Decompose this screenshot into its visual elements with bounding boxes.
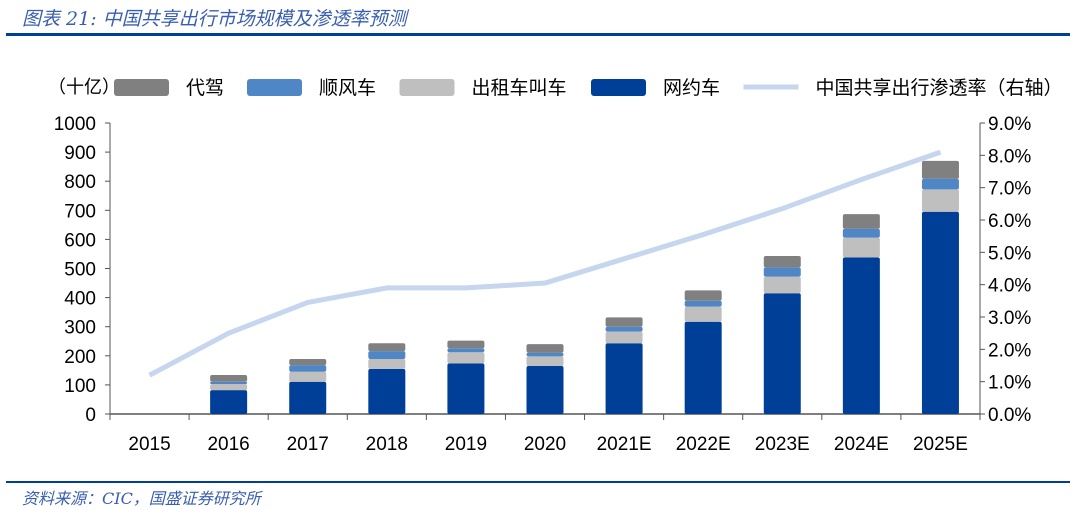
x-tick-label: 2018 bbox=[366, 434, 408, 455]
bar-网约车 bbox=[368, 368, 406, 414]
x-tick-label: 2024E bbox=[834, 434, 889, 455]
left-tick-label: 600 bbox=[64, 230, 96, 251]
bar-网约车 bbox=[684, 321, 722, 414]
bar-代驾 bbox=[368, 343, 406, 352]
x-tick-label: 2020 bbox=[524, 434, 566, 455]
legend-label: 顺风车 bbox=[319, 77, 376, 99]
x-tick-label: 2015 bbox=[128, 434, 170, 455]
left-tick-label: 300 bbox=[64, 318, 96, 339]
bar-顺风车 bbox=[763, 267, 801, 277]
bar-代驾 bbox=[447, 340, 485, 349]
right-tick-label: 4.0% bbox=[988, 276, 1031, 297]
title-divider bbox=[6, 33, 1070, 36]
bar-网约车 bbox=[210, 390, 248, 414]
bar-网约车 bbox=[842, 257, 880, 414]
right-tick-label: 5.0% bbox=[988, 243, 1031, 264]
bar-顺风车 bbox=[289, 365, 327, 372]
bar-出租车叫车 bbox=[447, 352, 485, 364]
left-tick-label: 1000 bbox=[54, 114, 96, 135]
bar-出租车叫车 bbox=[368, 359, 406, 369]
bar-出租车叫车 bbox=[526, 356, 564, 366]
bar-出租车叫车 bbox=[684, 306, 722, 322]
legend-swatch-顺风车 bbox=[247, 79, 302, 96]
right-tick-label: 2.0% bbox=[988, 340, 1031, 361]
bar-代驾 bbox=[921, 160, 959, 179]
bar-顺风车 bbox=[842, 228, 880, 238]
bar-代驾 bbox=[842, 214, 880, 229]
bar-顺风车 bbox=[605, 326, 643, 332]
legend-label: 中国共享出行渗透率（右轴） bbox=[816, 77, 1063, 99]
bar-网约车 bbox=[921, 211, 959, 414]
legend-label: 出租车叫车 bbox=[472, 77, 567, 99]
left-tick-label: 900 bbox=[64, 143, 96, 164]
x-tick-label: 2016 bbox=[207, 434, 249, 455]
bar-网约车 bbox=[447, 363, 485, 414]
bar-网约车 bbox=[526, 365, 564, 414]
left-tick-label: 800 bbox=[64, 172, 96, 193]
x-tick-label: 2023E bbox=[755, 434, 810, 455]
left-tick-label: 0 bbox=[85, 405, 96, 426]
bar-出租车叫车 bbox=[289, 371, 327, 382]
left-tick-label: 200 bbox=[64, 347, 96, 368]
x-tick-label: 2019 bbox=[445, 434, 487, 455]
right-tick-label: 7.0% bbox=[988, 179, 1031, 200]
bar-顺风车 bbox=[368, 351, 406, 360]
bar-顺风车 bbox=[921, 178, 959, 190]
right-tick-label: 3.0% bbox=[988, 308, 1031, 329]
chart-title: 图表 21: 中国共享出行市场规模及渗透率预测 bbox=[22, 8, 407, 30]
right-tick-label: 9.0% bbox=[988, 114, 1031, 135]
bar-出租车叫车 bbox=[210, 384, 248, 391]
right-tick-label: 0.0% bbox=[988, 405, 1031, 426]
penetration-line bbox=[148, 149, 942, 378]
legend-swatch-代驾 bbox=[114, 79, 169, 96]
x-tick-label: 2022E bbox=[676, 434, 731, 455]
right-tick-label: 1.0% bbox=[988, 373, 1031, 394]
x-tick-label: 2021E bbox=[597, 434, 652, 455]
x-tick-label: 2017 bbox=[287, 434, 329, 455]
bar-出租车叫车 bbox=[921, 189, 959, 212]
left-tick-label: 700 bbox=[64, 201, 96, 222]
right-tick-label: 8.0% bbox=[988, 146, 1031, 167]
bar-出租车叫车 bbox=[605, 331, 643, 344]
left-tick-label: 400 bbox=[64, 289, 96, 310]
unit-label: （十亿） bbox=[48, 77, 120, 97]
legend-swatch-网约车 bbox=[591, 79, 646, 96]
bar-出租车叫车 bbox=[842, 237, 880, 258]
bar-顺风车 bbox=[684, 300, 722, 307]
bar-代驾 bbox=[526, 344, 564, 353]
left-tick-label: 100 bbox=[64, 376, 96, 397]
left-tick-label: 500 bbox=[64, 260, 96, 281]
bar-代驾 bbox=[763, 255, 801, 268]
footer-divider bbox=[6, 481, 1070, 483]
bar-顺风车 bbox=[526, 352, 564, 357]
bar-代驾 bbox=[210, 375, 248, 382]
legend-label: 代驾 bbox=[186, 77, 224, 99]
bar-网约车 bbox=[605, 343, 643, 414]
bar-代驾 bbox=[684, 290, 722, 301]
bar-出租车叫车 bbox=[763, 276, 801, 294]
bar-代驾 bbox=[605, 317, 643, 327]
legend-swatch-出租车叫车 bbox=[399, 79, 455, 96]
x-tick-label: 2025E bbox=[913, 434, 968, 455]
legend-label: 网约车 bbox=[663, 77, 720, 99]
right-tick-label: 6.0% bbox=[988, 211, 1031, 232]
bar-网约车 bbox=[289, 381, 327, 414]
bar-代驾 bbox=[289, 359, 327, 366]
bar-网约车 bbox=[763, 293, 801, 414]
source-note: 资料来源：CIC，国盛证券研究所 bbox=[22, 489, 261, 508]
bar-顺风车 bbox=[447, 348, 485, 353]
bar-顺风车 bbox=[210, 381, 248, 385]
